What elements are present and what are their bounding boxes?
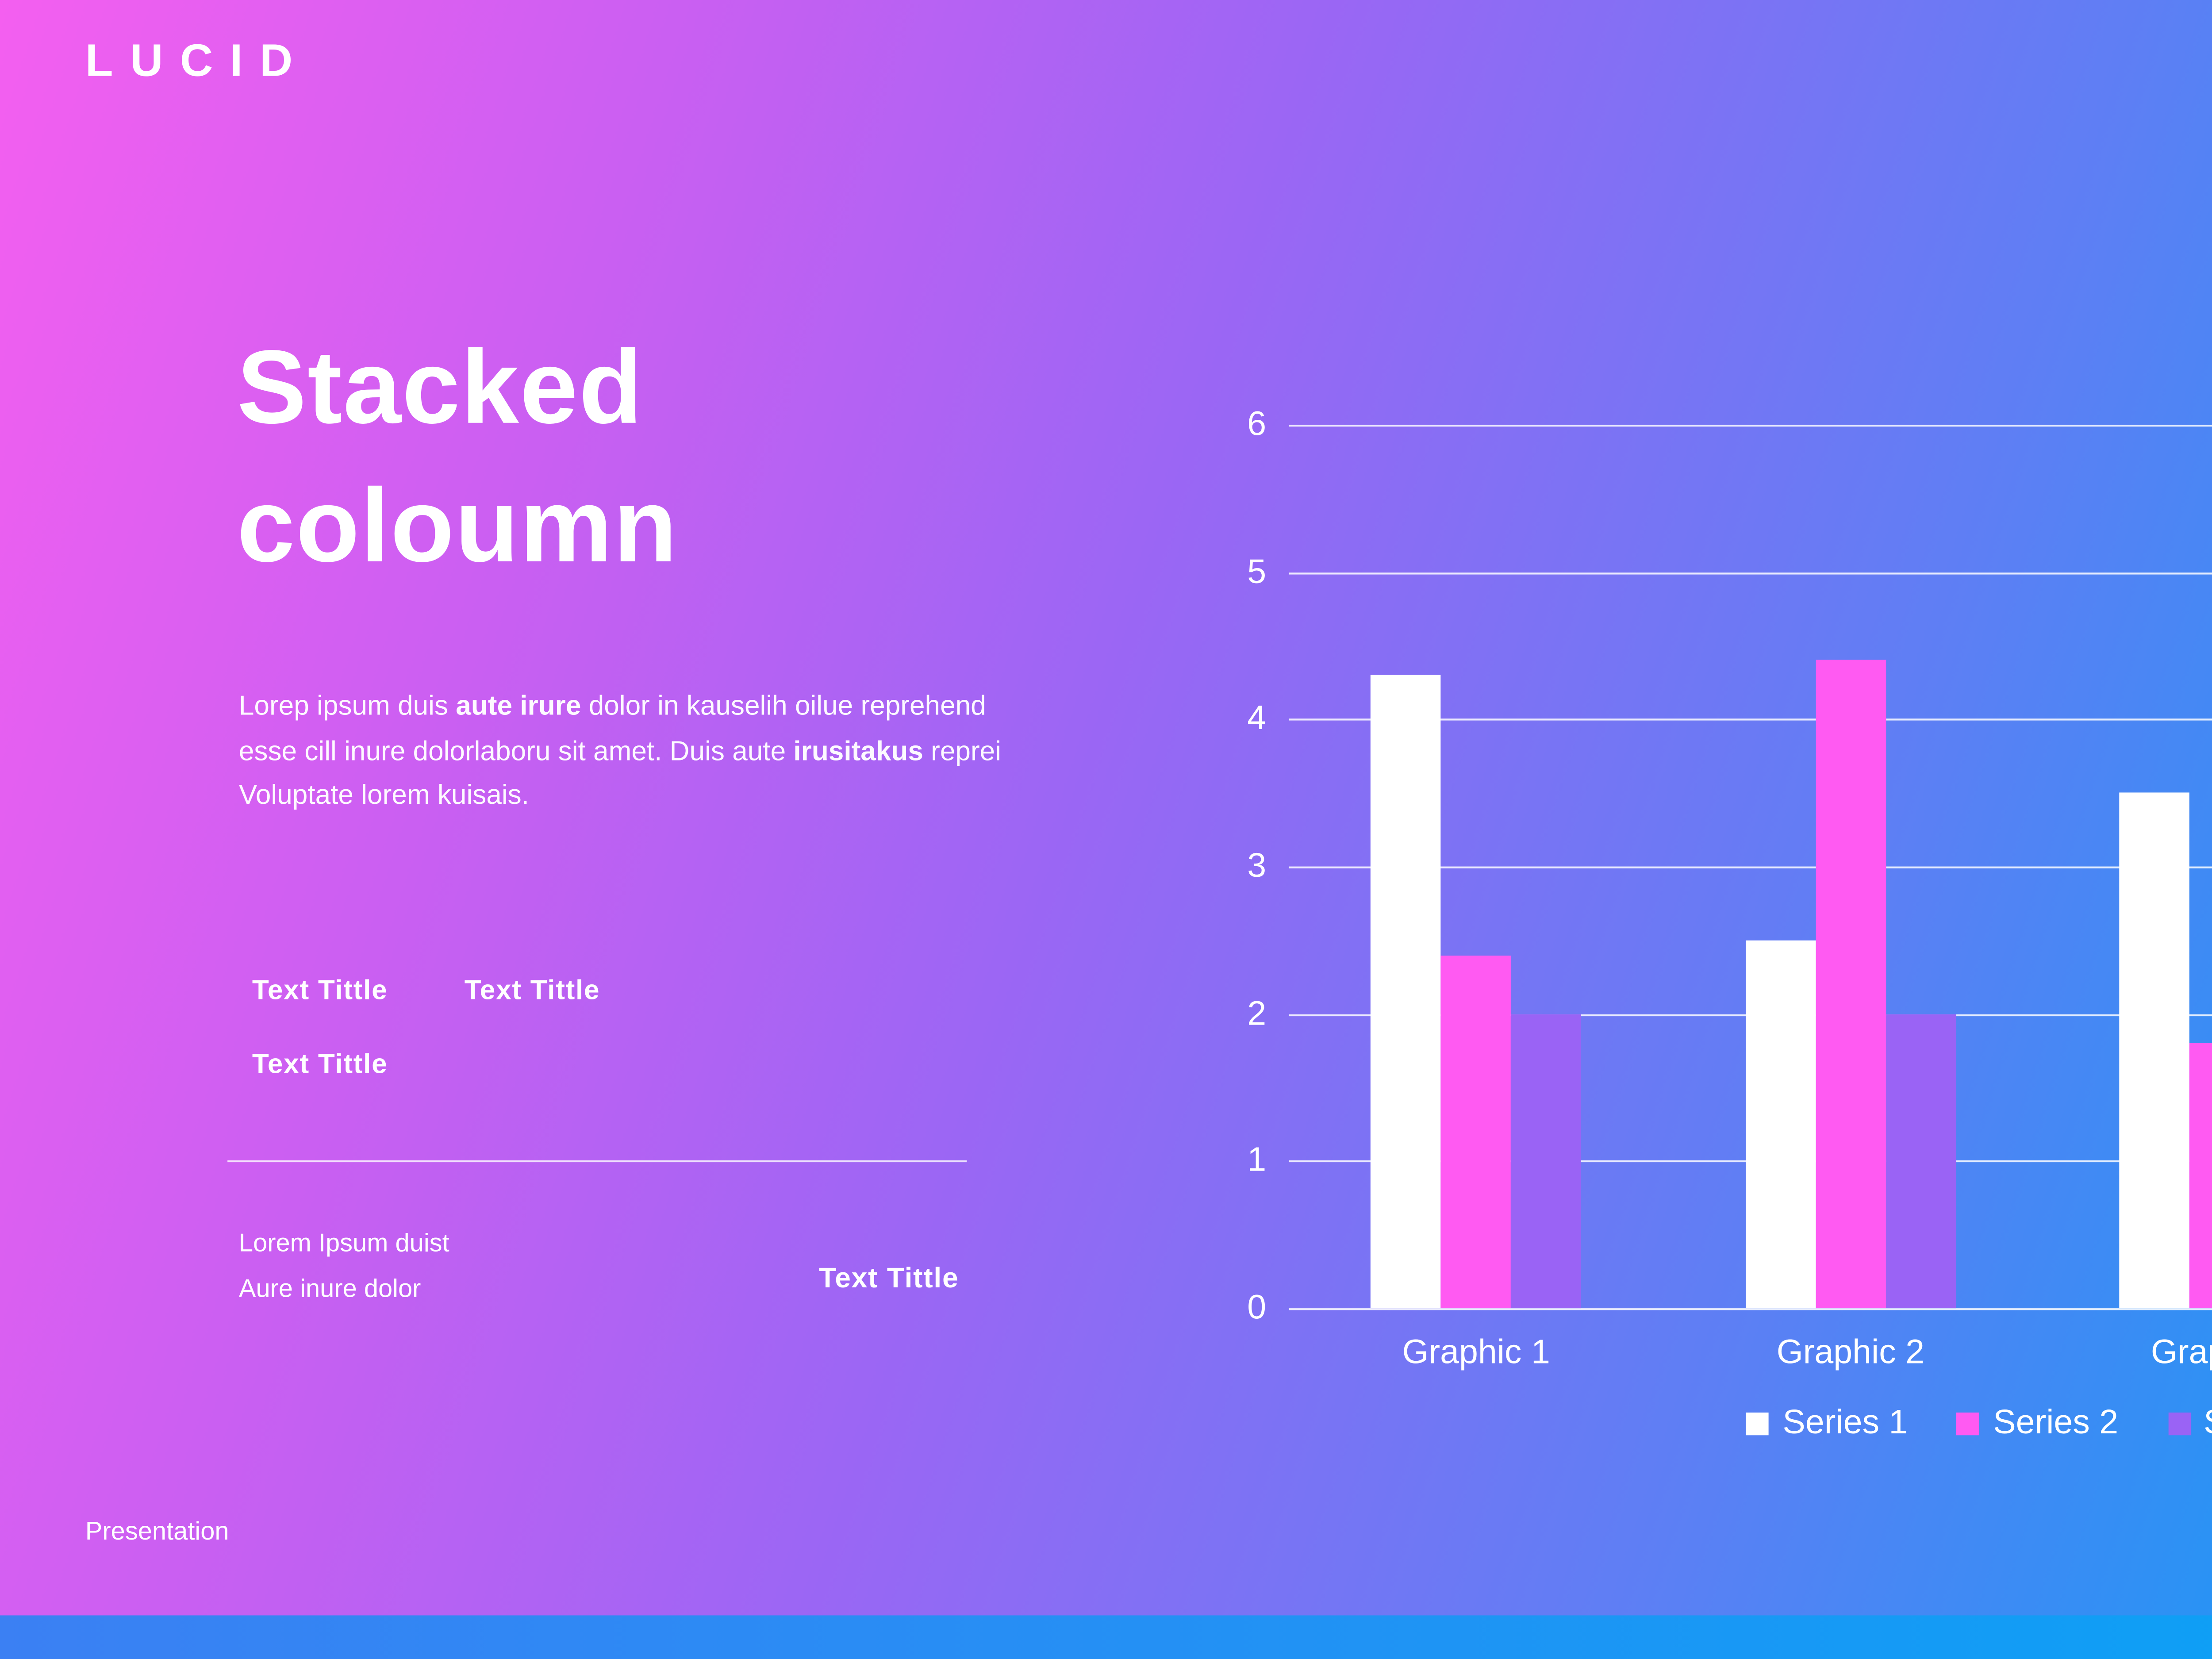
y-tick-label: 3 [1247, 846, 1267, 885]
page-title: Stacked coloumn [237, 319, 678, 595]
bar-series-2 [2189, 1043, 2212, 1309]
bar-series-1 [1745, 940, 1816, 1309]
y-tick-label: 2 [1247, 994, 1267, 1032]
paragraph-segment: Lorep ipsum duis [238, 692, 456, 722]
x-category-label: Graphic 3 [2151, 1333, 2212, 1371]
y-tick-label: 0 [1247, 1288, 1267, 1326]
text-title-right: Text Tittle [818, 1263, 959, 1295]
paragraph-segment: aute irure [456, 692, 581, 722]
text-title-2: Text Tittle [464, 976, 600, 1007]
bar-series-1 [2120, 793, 2190, 1309]
bar-series-3 [1511, 1014, 1582, 1309]
legend-swatch [1957, 1411, 1980, 1435]
lorem-list-line2: Aure inure dolor [238, 1273, 421, 1302]
legend-item: Series 3 [2167, 1403, 2212, 1443]
lorem-list-line1: Lorem Ipsum duist [238, 1229, 449, 1257]
gridline [1289, 866, 2212, 868]
y-tick-label: 4 [1247, 699, 1267, 737]
bottom-accent-bar [0, 1615, 2212, 1659]
x-category-label: Graphic 2 [1776, 1333, 1925, 1371]
legend-swatch [2167, 1411, 2191, 1435]
bar-series-1 [1371, 675, 1441, 1309]
text-title-3: Text Tittle [252, 1050, 388, 1081]
text-title-1: Text Tittle [252, 976, 388, 1007]
legend-label: Series 2 [1993, 1403, 2119, 1441]
bar-group [1663, 660, 2038, 1309]
legend-swatch [1747, 1411, 1770, 1435]
page-title-line2: coloumn [237, 466, 678, 584]
chart-plot [1289, 424, 2212, 1310]
legend-item: Series 2 [1957, 1403, 2118, 1443]
paragraph-segment: irusitakus [793, 736, 923, 767]
paragraph-line: esse cill inure dolorlaboru sit amet. Du… [239, 731, 1035, 776]
gridline [1289, 719, 2212, 721]
y-tick-label: 1 [1247, 1141, 1267, 1179]
y-tick-label: 5 [1247, 552, 1267, 590]
divider-line [227, 1160, 967, 1163]
paragraph-segment: reprei [923, 736, 1002, 767]
legend-item: Series 1 [1747, 1403, 1908, 1443]
y-tick-label: 6 [1247, 404, 1267, 443]
paragraph-line: Voluptate lorem kuisais. [239, 776, 1035, 820]
brand-logo: LUCID [85, 36, 310, 88]
paragraph-line: Lorep ipsum duis aute irure dolor in kau… [239, 686, 1035, 731]
bar-group [1289, 675, 1663, 1309]
x-category-label: Graphic 1 [1402, 1333, 1550, 1371]
paragraph-segment: dolor in kauselih oilue reprehend [581, 692, 986, 722]
body-paragraph: Lorep ipsum duis aute irure dolor in kau… [239, 686, 1035, 820]
gridline [1289, 424, 2212, 427]
gridline [1289, 1308, 2212, 1310]
chart-legend: Series 1 Series 2 Series 3 [1289, 1403, 2212, 1443]
legend-label: Series 3 [2204, 1403, 2212, 1443]
bar-series-2 [1815, 660, 1886, 1309]
bar-group [2038, 793, 2212, 1309]
page-title-line1: Stacked [237, 328, 644, 446]
chart-y-axis: 0 1 2 3 4 5 6 [1179, 405, 1267, 1326]
paragraph-segment: esse cill inure dolorlaboru sit amet. Du… [238, 736, 794, 767]
paragraph-segment: Voluptate lorem kuisais. [238, 781, 530, 812]
footer-presentation-label: Presentation [85, 1517, 229, 1545]
gridline [1289, 572, 2212, 574]
lorem-list: Lorem Ipsum duist Aure inure dolor [239, 1221, 449, 1310]
legend-label: Series 1 [1782, 1403, 1908, 1441]
bar-series-3 [1886, 1014, 1956, 1309]
bar-series-2 [1441, 955, 1511, 1309]
